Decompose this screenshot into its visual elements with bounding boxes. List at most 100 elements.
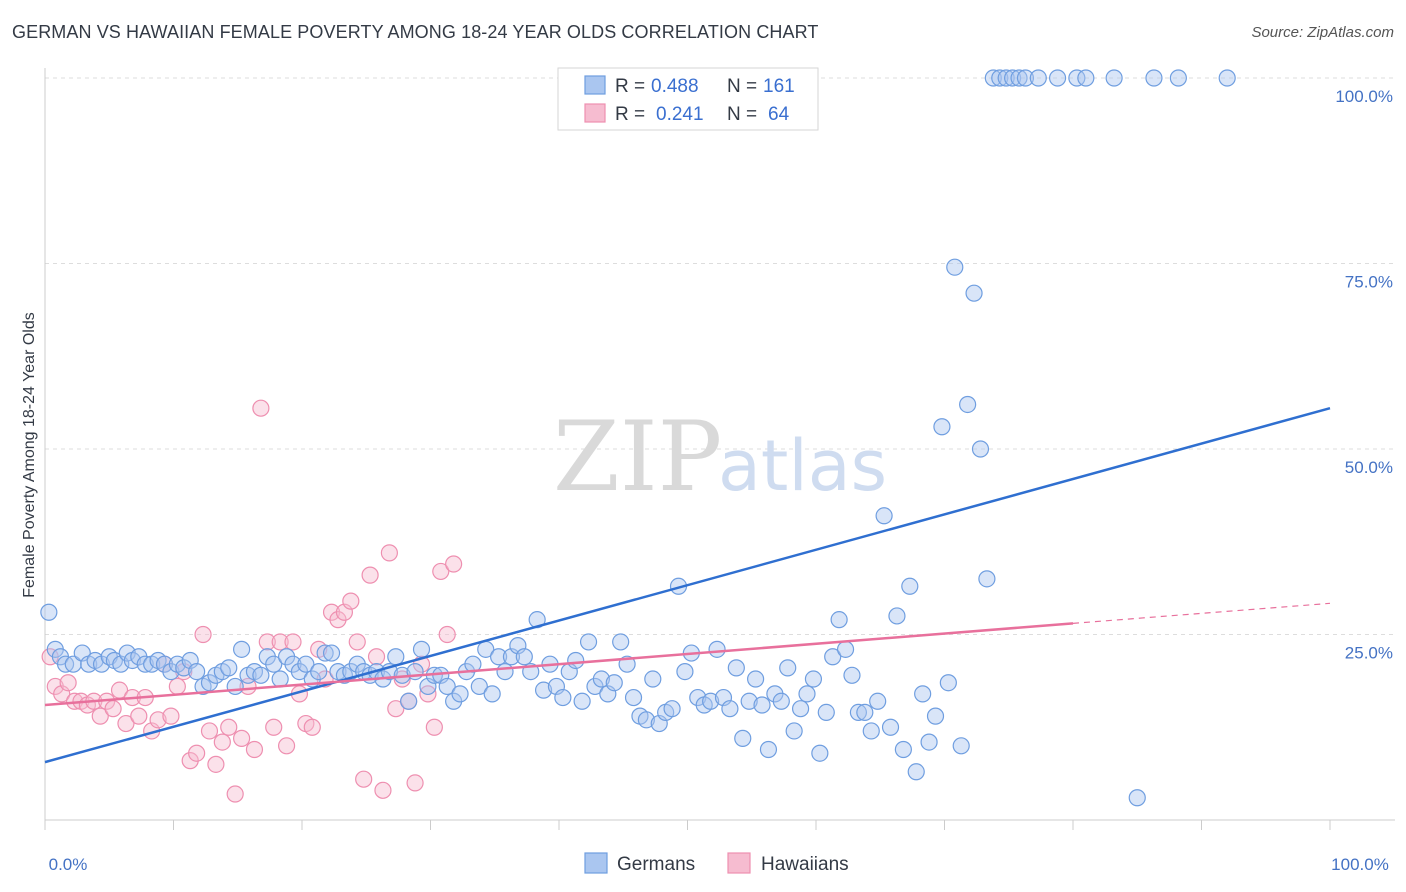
- hawaiians-point: [104, 700, 122, 718]
- germans-point: [515, 648, 533, 666]
- hawaiians-point: [277, 737, 296, 755]
- hawaiians-point: [387, 700, 405, 718]
- hawaiians-point: [367, 648, 386, 666]
- legend-r-value-germans: 0.488: [651, 76, 699, 97]
- germans-point: [881, 718, 900, 736]
- germans-point: [400, 692, 418, 710]
- germans-point: [271, 670, 289, 688]
- germans-point: [40, 603, 58, 621]
- legend-r-label-hawaiians: R =: [615, 104, 645, 125]
- germans-point: [265, 655, 283, 673]
- germans-point: [856, 703, 874, 722]
- hawaiians-point: [258, 633, 276, 651]
- germans-point: [1105, 69, 1123, 87]
- germans-point: [1010, 69, 1028, 87]
- hawaiians-point: [380, 544, 398, 562]
- germans-point: [939, 674, 957, 692]
- germans-point: [612, 633, 630, 651]
- hawaiians-point: [200, 722, 219, 740]
- germans-point: [702, 692, 720, 710]
- germans-point: [824, 648, 842, 666]
- legend-n-label-germans: N =: [727, 76, 757, 97]
- germans-point: [991, 69, 1009, 87]
- germans-point: [188, 662, 206, 681]
- hawaiians-point: [438, 625, 456, 644]
- germans-point: [1169, 69, 1187, 87]
- germans-point: [438, 677, 456, 696]
- germans-point: [971, 440, 990, 458]
- germans-trend-line: [44, 406, 1331, 764]
- hawaiians-point: [245, 740, 264, 759]
- hawaiians-point: [149, 711, 167, 729]
- legend-n-label-hawaiians: N =: [727, 104, 757, 125]
- bottom-legend-swatch-germans: [584, 852, 608, 874]
- germans-point: [965, 284, 983, 302]
- germans-point: [804, 670, 823, 688]
- germans-point: [759, 740, 778, 759]
- germans-point: [997, 69, 1015, 87]
- hawaiians-point: [194, 625, 212, 644]
- axes: [44, 68, 1395, 830]
- germans-point: [830, 611, 848, 629]
- germans-point: [946, 258, 964, 276]
- germans-point: [708, 640, 726, 658]
- germans-point: [644, 670, 662, 688]
- hawaiians-point: [361, 566, 379, 584]
- germans-point: [727, 659, 745, 677]
- germans-point: [1004, 69, 1022, 87]
- y-tick-label: 25.0%: [1345, 644, 1393, 663]
- germans-point: [1128, 789, 1146, 807]
- germans-point: [721, 700, 739, 718]
- germans-point: [676, 662, 694, 681]
- germans-point: [907, 763, 925, 781]
- germans-point: [220, 659, 238, 677]
- hawaiians-point: [342, 592, 360, 610]
- germans-point: [901, 577, 919, 595]
- watermark-zip: ZIP: [553, 401, 722, 513]
- germans-point: [753, 696, 771, 714]
- hawaiians-point: [284, 633, 302, 651]
- gridlines: [45, 77, 1395, 635]
- bottom-legend-hawaiians: Hawaiians: [761, 854, 849, 875]
- germans-points: [40, 69, 1236, 807]
- hawaiians-point: [425, 718, 443, 736]
- x-tick-label: 0.0%: [49, 855, 88, 874]
- legend-n-value-germans: 161: [763, 76, 795, 97]
- hawaiians-point: [188, 744, 206, 762]
- germans-point: [926, 707, 945, 725]
- germans-point: [412, 640, 431, 658]
- germans-point: [817, 703, 835, 722]
- germans-point: [534, 681, 553, 699]
- germans-point: [959, 395, 977, 414]
- germans-point: [322, 644, 341, 662]
- hawaiians-point: [393, 670, 411, 688]
- chart-title: GERMAN VS HAWAIIAN FEMALE POVERTY AMONG …: [12, 22, 819, 42]
- germans-point: [554, 688, 572, 707]
- germans-point: [136, 655, 154, 673]
- germans-point: [914, 685, 932, 703]
- source-credit: Source: ZipAtlas.com: [1251, 24, 1394, 41]
- germans-point: [451, 685, 469, 703]
- germans-point: [779, 659, 797, 677]
- germans-point: [785, 722, 803, 740]
- germans-point: [920, 733, 938, 751]
- hawaiians-point: [168, 677, 186, 696]
- hawaiians-trend-extension: [1072, 602, 1331, 624]
- germans-point: [862, 722, 880, 740]
- germans-point: [387, 648, 405, 666]
- bottom-legend-swatch-hawaiians: [727, 852, 751, 874]
- y-axis-title: Female Poverty Among 18-24 Year Olds: [21, 312, 38, 598]
- germans-point: [772, 692, 790, 710]
- legend-swatch-germans: [584, 75, 606, 95]
- germans-point: [483, 685, 501, 703]
- hawaiians-points: [41, 399, 463, 803]
- germans-point: [984, 69, 1002, 87]
- germans-point: [869, 692, 887, 710]
- hawaiians-trend-line: [44, 622, 1074, 707]
- hawaiians-point: [348, 633, 366, 651]
- germans-point: [637, 711, 655, 729]
- germans-point: [811, 744, 829, 762]
- legend-n-value-hawaiians: 64: [768, 104, 790, 125]
- hawaiians-point: [252, 399, 270, 417]
